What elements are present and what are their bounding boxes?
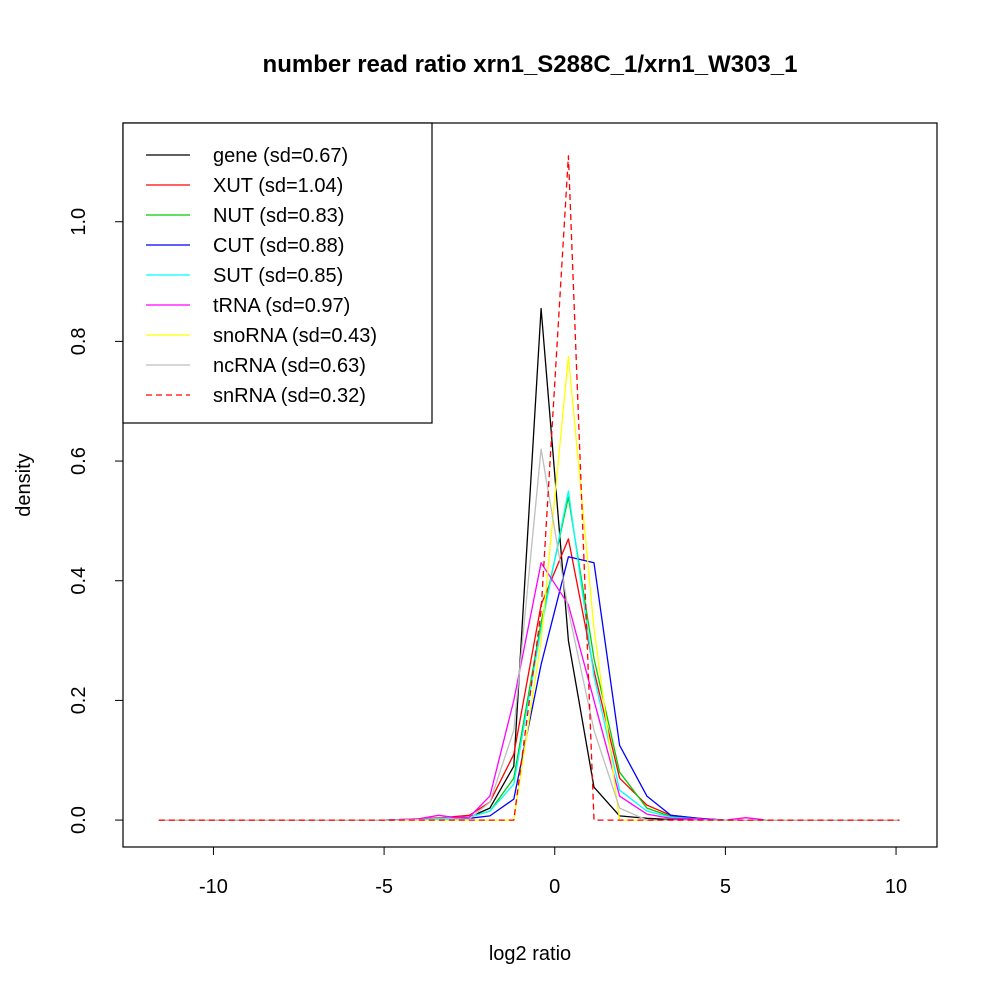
legend-label-snrna: snRNA (sd=0.32) xyxy=(213,385,366,407)
y-tick-label: 0.6 xyxy=(68,447,90,475)
series-line-snorna xyxy=(158,355,900,821)
x-axis: -10 -5 0 5 10 xyxy=(199,846,907,898)
series-line-nut xyxy=(158,496,900,821)
x-tick-label: 10 xyxy=(885,876,907,898)
legend-label-gene: gene (sd=0.67) xyxy=(213,145,348,167)
y-axis: 0.0 0.2 0.4 0.6 0.8 1.0 xyxy=(68,208,124,834)
y-tick-label: 1.0 xyxy=(68,208,90,236)
series-line-ncrna xyxy=(158,448,900,821)
legend-label-xut: XUT (sd=1.04) xyxy=(213,175,343,197)
y-tick-label: 0.2 xyxy=(68,686,90,714)
legend-label-trna: tRNA (sd=0.97) xyxy=(213,295,350,317)
x-axis-label: log2 ratio xyxy=(489,943,571,965)
legend-box xyxy=(122,122,433,424)
legend-label-cut: CUT (sd=0.88) xyxy=(213,235,344,257)
legend-label-nut: NUT (sd=0.83) xyxy=(213,205,344,227)
series-line-xut xyxy=(158,538,900,821)
x-tick-label: 0 xyxy=(549,876,560,898)
y-tick-label: 0.8 xyxy=(68,327,90,355)
y-tick-label: 0.0 xyxy=(68,806,90,834)
x-tick-label: -10 xyxy=(199,876,228,898)
legend-label-snorna: snoRNA (sd=0.43) xyxy=(213,325,377,347)
x-tick-label: 5 xyxy=(720,876,731,898)
chart-title: number read ratio xrn1_S288C_1/xrn1_W303… xyxy=(263,51,798,78)
series-line-snrna xyxy=(158,155,900,821)
legend: gene (sd=0.67) XUT (sd=1.04) NUT (sd=0.83)… xyxy=(122,122,433,424)
y-axis-label: density xyxy=(13,453,35,516)
y-tick-label: 0.4 xyxy=(68,567,90,595)
legend-label-ncrna: ncRNA (sd=0.63) xyxy=(213,355,366,377)
legend-label-sut: SUT (sd=0.85) xyxy=(213,265,343,287)
series-layer xyxy=(158,155,900,821)
x-tick-label: -5 xyxy=(375,876,393,898)
series-line-sut xyxy=(158,490,900,821)
